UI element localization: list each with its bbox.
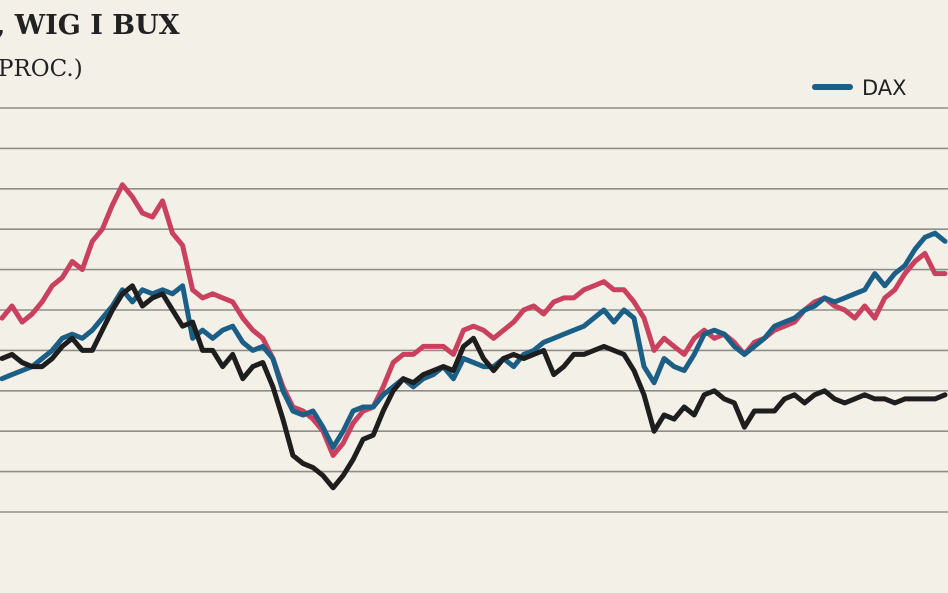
legend: DAX <box>812 76 907 100</box>
plot-lines <box>0 182 948 491</box>
grid <box>0 107 948 513</box>
legend-label: DAX <box>862 76 907 100</box>
data-line <box>0 182 948 458</box>
chart-subtitle: PROC.) <box>0 56 83 82</box>
data-line <box>0 283 948 491</box>
chart-title: , WIG I BUX <box>0 10 180 41</box>
data-line <box>0 230 948 450</box>
